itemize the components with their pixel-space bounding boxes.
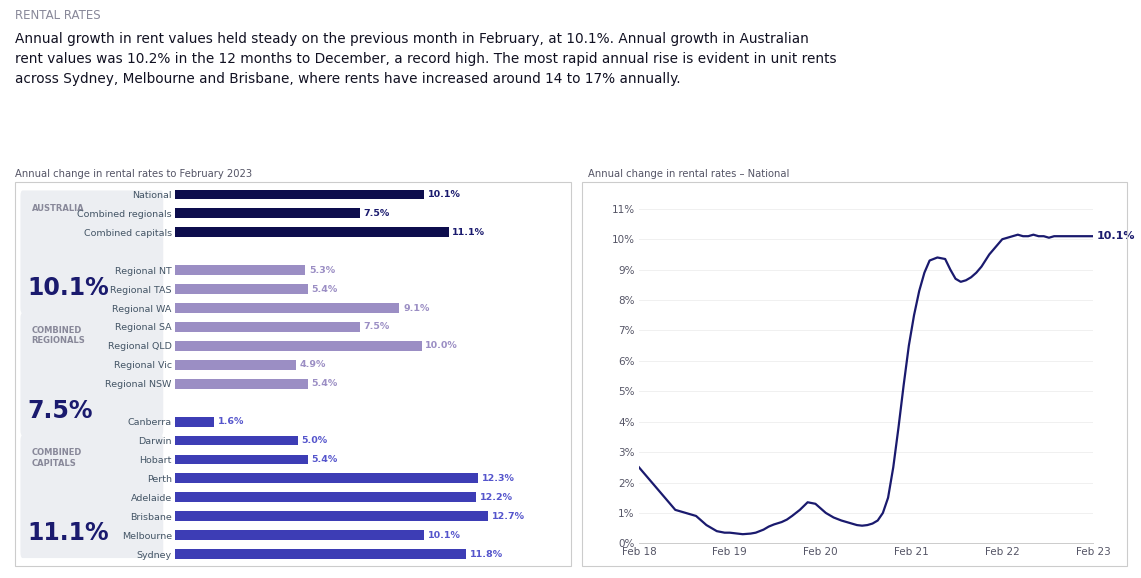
Text: 5.0%: 5.0% (301, 436, 327, 445)
Text: 11.8%: 11.8% (470, 550, 503, 558)
Text: 12.7%: 12.7% (492, 512, 525, 521)
Text: 5.4%: 5.4% (311, 284, 338, 294)
Bar (175, 265, 306, 275)
Bar (175, 190, 424, 199)
Bar (175, 473, 478, 483)
Bar (175, 530, 424, 540)
Bar (175, 454, 308, 464)
Text: COMBINED
REGIONALS: COMBINED REGIONALS (32, 326, 86, 346)
Bar (175, 512, 488, 521)
Text: 10.1%: 10.1% (1097, 231, 1135, 241)
Text: 12.2%: 12.2% (479, 493, 512, 502)
Text: 7.5%: 7.5% (364, 209, 390, 218)
FancyBboxPatch shape (21, 190, 163, 313)
Text: 1.6%: 1.6% (218, 417, 244, 426)
Bar (175, 322, 359, 332)
Bar (175, 436, 298, 446)
Text: 10.1%: 10.1% (27, 276, 108, 300)
Bar (175, 284, 308, 294)
Text: COMBINED
CAPITALS: COMBINED CAPITALS (32, 449, 82, 468)
Text: 7.5%: 7.5% (364, 323, 390, 331)
Bar (175, 492, 476, 502)
Text: 5.4%: 5.4% (311, 379, 338, 388)
Text: 12.3%: 12.3% (482, 474, 515, 483)
Text: 10.1%: 10.1% (428, 531, 461, 540)
Bar (175, 417, 215, 427)
Text: Annual change in rental rates to February 2023: Annual change in rental rates to Februar… (15, 169, 252, 179)
Bar (175, 303, 399, 313)
Text: Annual change in rental rates – National: Annual change in rental rates – National (588, 169, 788, 179)
Bar (175, 379, 308, 388)
Text: 5.3%: 5.3% (309, 266, 335, 275)
Text: 7.5%: 7.5% (27, 398, 92, 423)
Bar (175, 227, 448, 237)
Text: 11.1%: 11.1% (27, 521, 108, 545)
Bar (175, 341, 421, 351)
Text: 9.1%: 9.1% (403, 303, 429, 313)
Text: Annual growth in rent values held steady on the previous month in February, at 1: Annual growth in rent values held steady… (15, 32, 836, 86)
Text: 11.1%: 11.1% (453, 228, 485, 237)
Bar (175, 360, 296, 370)
Text: AUSTRALIA: AUSTRALIA (32, 203, 84, 213)
Text: 10.0%: 10.0% (426, 342, 458, 350)
Text: 10.1%: 10.1% (428, 190, 461, 199)
Bar (175, 209, 359, 218)
FancyBboxPatch shape (21, 435, 163, 558)
FancyBboxPatch shape (21, 313, 163, 436)
Text: RENTAL RATES: RENTAL RATES (15, 9, 100, 21)
Text: 5.4%: 5.4% (311, 455, 338, 464)
Text: 4.9%: 4.9% (299, 360, 325, 369)
Bar (175, 549, 466, 559)
